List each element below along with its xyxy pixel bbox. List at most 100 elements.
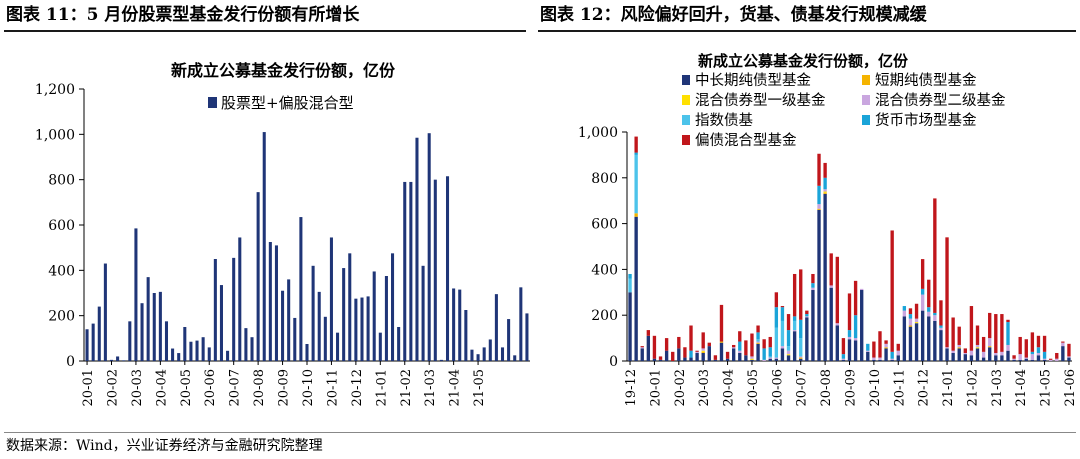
bar-segment bbox=[902, 306, 907, 311]
bar-segment bbox=[933, 312, 937, 316]
bar bbox=[85, 329, 89, 361]
bar-segment bbox=[951, 317, 955, 351]
bar bbox=[348, 253, 352, 361]
bar-segment bbox=[774, 307, 779, 328]
bar-segment bbox=[640, 347, 644, 349]
bar-segment bbox=[768, 336, 772, 348]
bar-segment bbox=[890, 351, 894, 359]
x-tick-label: 21-01 bbox=[374, 369, 389, 406]
bar-segment bbox=[628, 278, 632, 293]
y-tick-label: 200 bbox=[48, 309, 75, 325]
bar-segment bbox=[908, 325, 913, 327]
bar bbox=[488, 339, 492, 361]
bar-segment bbox=[652, 358, 657, 361]
bar bbox=[403, 181, 407, 361]
bar-segment bbox=[975, 348, 980, 361]
bar-segment bbox=[780, 307, 785, 321]
bar-segment bbox=[1036, 352, 1041, 356]
bar-segment bbox=[896, 355, 900, 361]
bar-segment bbox=[792, 320, 797, 331]
bar-segment bbox=[945, 347, 949, 349]
legend-swatch bbox=[208, 97, 217, 108]
right-stacked-bar-chart: 新成立公募基金发行份额，亿份 0 200 400 600 800 1,000 19-12 20… bbox=[578, 52, 1078, 406]
bar-segment bbox=[774, 357, 779, 359]
bar-segment bbox=[1024, 358, 1028, 361]
bar-segment bbox=[762, 359, 766, 361]
x-tick-label: 19-12 bbox=[624, 369, 639, 406]
bar-segment bbox=[774, 327, 779, 358]
bar-segment bbox=[799, 338, 803, 357]
bar bbox=[262, 132, 266, 361]
bar-segment bbox=[933, 198, 937, 313]
bar-segment bbox=[957, 326, 961, 345]
bar-segment bbox=[853, 315, 858, 339]
bar-segment bbox=[1036, 355, 1041, 361]
bar-segment bbox=[817, 153, 821, 186]
bar-segment bbox=[994, 352, 998, 356]
bar-segment bbox=[884, 348, 888, 361]
bar bbox=[354, 298, 358, 361]
bar-segment bbox=[817, 185, 821, 205]
legend-swatch bbox=[682, 95, 690, 105]
bar-segment bbox=[914, 318, 919, 323]
y-tick-label: 0 bbox=[66, 354, 75, 370]
bar-segment bbox=[786, 346, 791, 351]
bar-segment bbox=[756, 325, 760, 333]
x-tick-label: 20-05 bbox=[746, 369, 761, 406]
bar bbox=[152, 293, 156, 361]
bar bbox=[226, 350, 230, 361]
bar-segment bbox=[768, 357, 772, 359]
bar-segment bbox=[768, 358, 772, 361]
bar bbox=[415, 137, 419, 361]
x-tick-label: 20-02 bbox=[105, 369, 120, 406]
bar-segment bbox=[774, 292, 779, 308]
bar bbox=[336, 332, 340, 361]
bar-segment bbox=[823, 192, 827, 194]
bar-segment bbox=[701, 351, 705, 353]
legend-label: 货币市场型基金 bbox=[875, 112, 977, 129]
bar-segment bbox=[817, 209, 821, 361]
bar-segment bbox=[841, 354, 846, 359]
bar bbox=[116, 356, 120, 361]
bar-segment bbox=[683, 357, 687, 361]
bar-segment bbox=[933, 315, 937, 321]
y-tick-label: 1,000 bbox=[578, 125, 618, 141]
bar-segment bbox=[664, 338, 669, 351]
bar-segment bbox=[811, 290, 815, 361]
bar-segment bbox=[890, 230, 894, 352]
bar-segment bbox=[683, 347, 687, 358]
y-tick-label: 0 bbox=[609, 354, 618, 370]
y-tick-label: 600 bbox=[48, 218, 75, 234]
x-tick-label: 20-03 bbox=[697, 369, 712, 406]
bar bbox=[513, 355, 517, 361]
bar bbox=[372, 271, 376, 361]
bar-segment bbox=[847, 293, 852, 331]
bar bbox=[391, 253, 395, 361]
bar-segment bbox=[640, 346, 644, 348]
bar-segment bbox=[1000, 314, 1004, 352]
x-tick-label: 20-08 bbox=[819, 369, 834, 406]
bar-segment bbox=[695, 350, 699, 352]
bar bbox=[525, 313, 529, 361]
bar-segment bbox=[866, 351, 870, 361]
bar-segment bbox=[738, 341, 742, 351]
right-figure-title: 图表 12：风险偏好回升，货基、债基发行规模减缓 bbox=[540, 5, 927, 25]
bar-segment bbox=[701, 348, 705, 351]
bar-segment bbox=[823, 189, 827, 192]
bar bbox=[464, 310, 468, 361]
bar-segment bbox=[732, 344, 736, 348]
x-tick-label: 20-07 bbox=[228, 369, 243, 406]
bar-segment bbox=[1055, 352, 1059, 359]
right-chart-panel: 新成立公募基金发行份额，亿份 0 200 400 600 800 1,000 19-12 20… bbox=[535, 32, 1080, 432]
x-tick-label: 20-01 bbox=[648, 369, 663, 406]
bar-segment bbox=[695, 352, 699, 361]
bar-segment bbox=[671, 351, 675, 361]
bar-segment bbox=[896, 343, 900, 351]
legend-swatch bbox=[862, 95, 870, 105]
x-tick-label: 20-06 bbox=[203, 369, 218, 406]
bar-segment bbox=[981, 357, 986, 361]
bar-segment bbox=[1067, 356, 1071, 358]
bar bbox=[311, 265, 315, 361]
bar bbox=[207, 347, 211, 361]
bar-segment bbox=[890, 358, 894, 360]
